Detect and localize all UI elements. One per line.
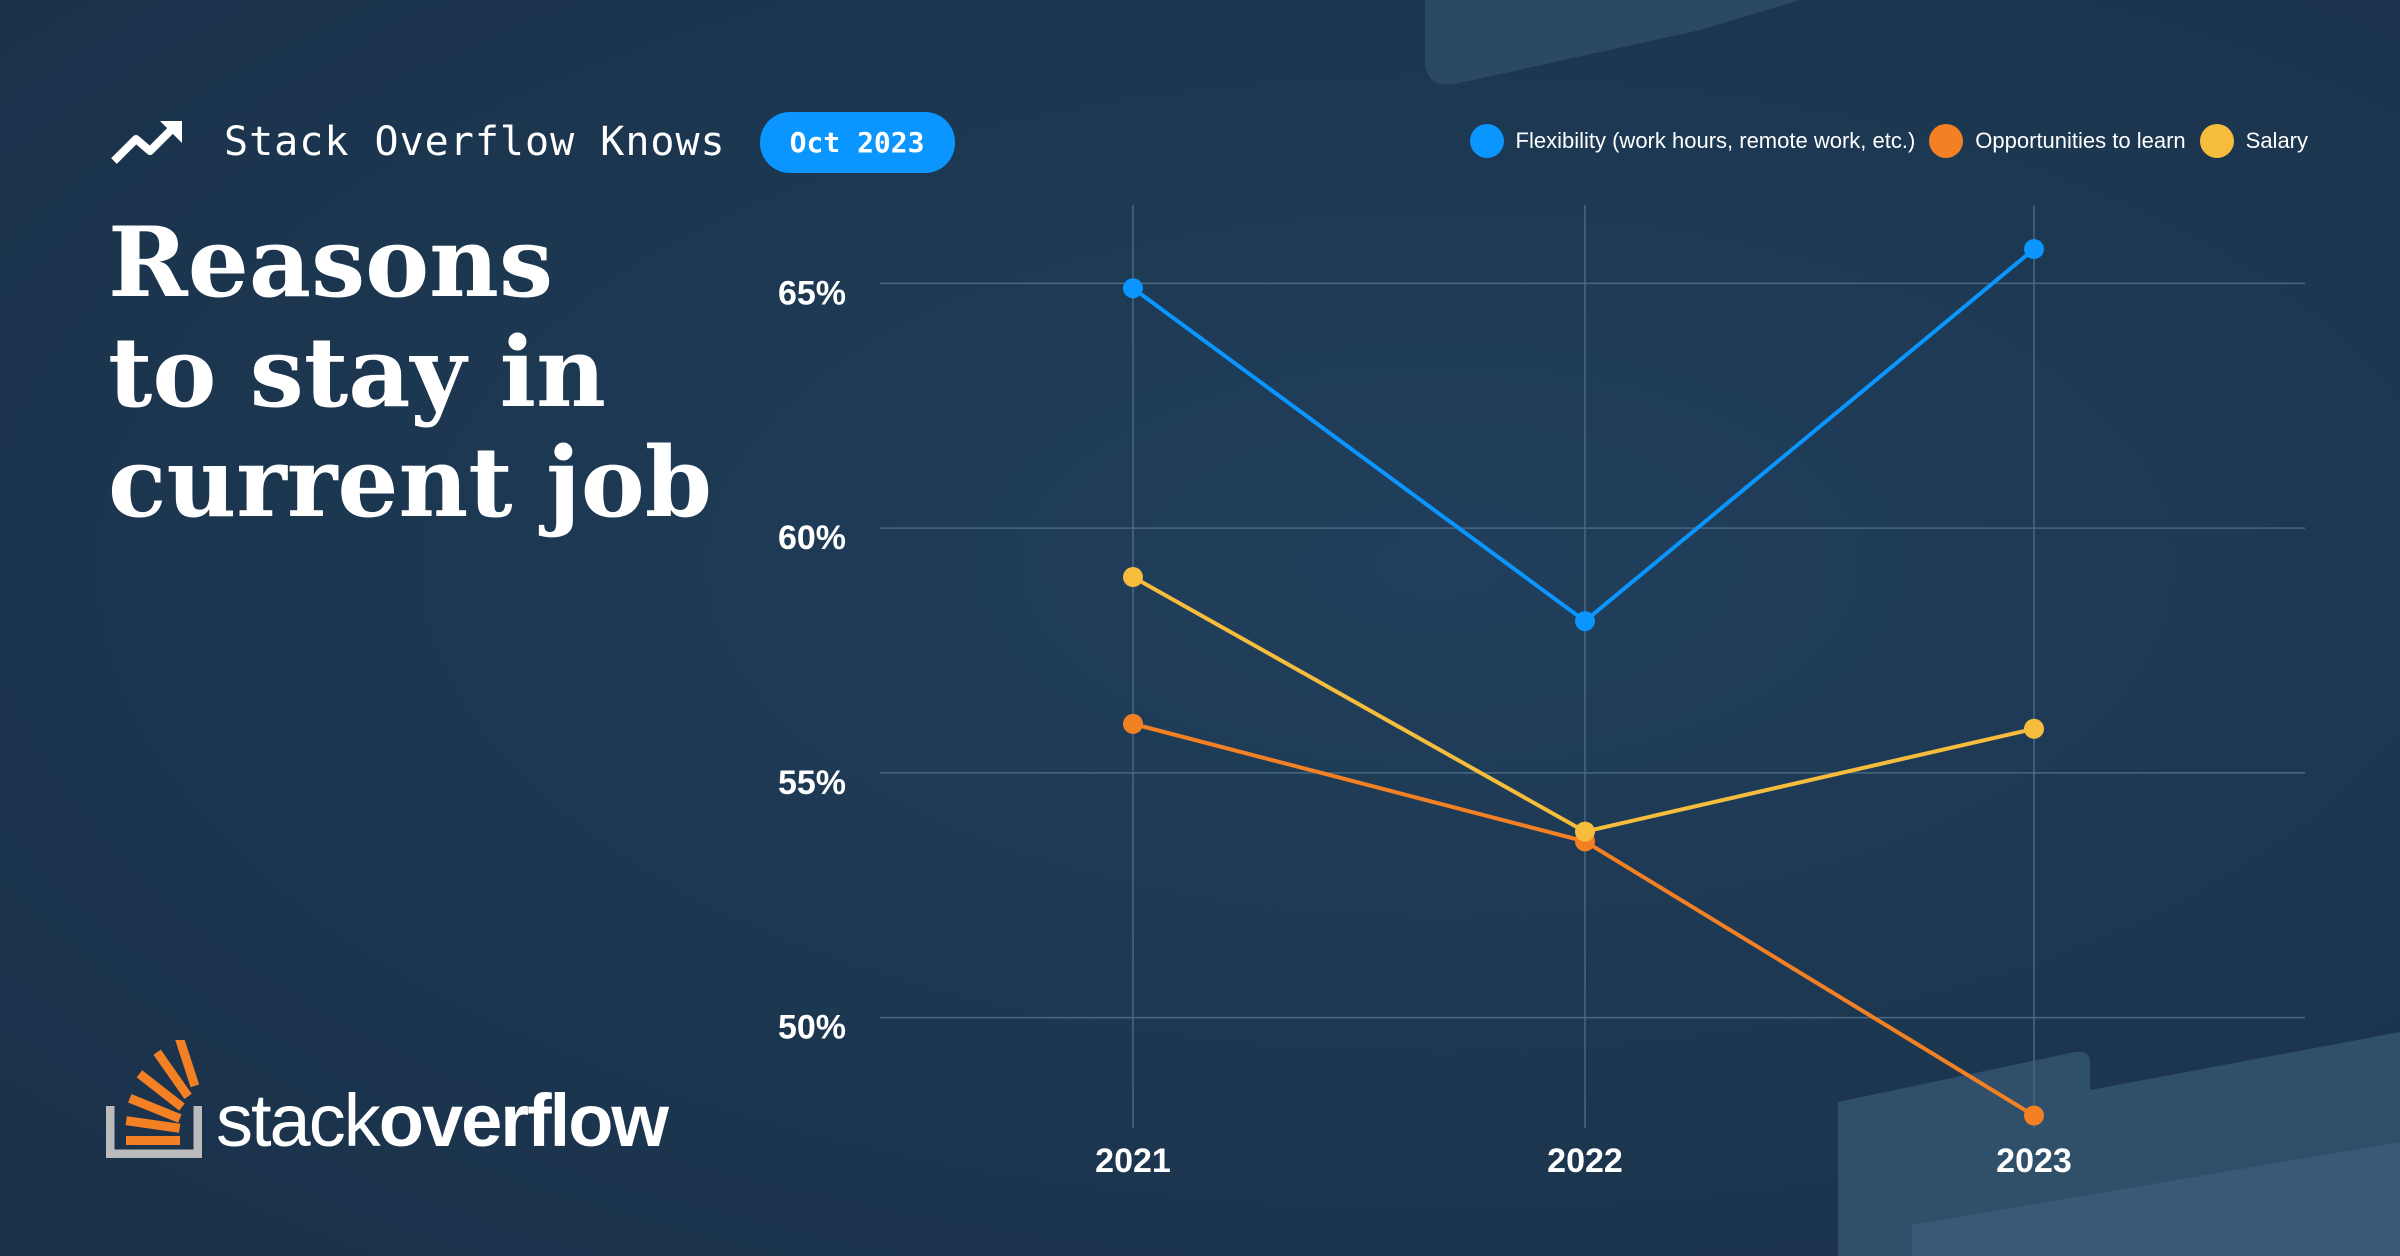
legend-item-salary: Salary <box>2199 124 2308 158</box>
data-point <box>1575 611 1595 632</box>
series-line-0 <box>1131 247 2036 624</box>
y-tick-label: 65% <box>778 274 846 312</box>
data-point <box>1575 821 1595 842</box>
data-point <box>2024 239 2044 260</box>
y-tick-label: 50% <box>778 1009 846 1047</box>
legend-marker-yellow <box>2199 124 2234 158</box>
data-point <box>1123 567 1143 588</box>
legend-label: Opportunities to learn <box>1975 128 2186 153</box>
data-point <box>1123 713 1143 734</box>
logo-word-bold: overflow <box>378 1079 669 1162</box>
x-tick-label: 2021 <box>1095 1142 1171 1180</box>
trending-up-icon <box>111 121 182 164</box>
y-tick-label: 60% <box>778 519 846 557</box>
stack-overflow-logo-icon <box>106 1040 202 1158</box>
logo-word-light: stack <box>216 1079 381 1162</box>
title-line: to stay in <box>108 316 606 429</box>
legend-item-learning: Opportunities to learn <box>1929 124 2186 158</box>
date-badge: Oct 2023 <box>759 111 955 173</box>
legend-label: Salary <box>2245 128 2308 153</box>
chart-legend: Flexibility (work hours, remote work, et… <box>1456 124 2308 158</box>
title-line: Reasons <box>108 206 553 319</box>
legend-marker-blue <box>1469 124 1504 158</box>
header: Stack Overflow Knows Oct 2023 <box>110 110 955 174</box>
data-point <box>2024 1105 2044 1126</box>
page-title: Reasons to stay in current job <box>108 208 728 538</box>
legend-label: Flexibility (work hours, remote work, et… <box>1515 128 1916 153</box>
title-line: current job <box>108 426 712 539</box>
x-tick-label: 2023 <box>1996 1142 2072 1180</box>
series-line-1 <box>1132 721 2036 1118</box>
data-point <box>2024 718 2044 739</box>
brand-label: Stack Overflow Knows <box>224 119 726 165</box>
stack-overflow-logo: stackoverflow <box>106 1040 669 1158</box>
x-tick-label: 2022 <box>1547 1142 1623 1180</box>
y-tick-label: 55% <box>778 764 846 802</box>
legend-item-flexibility: Flexibility (work hours, remote work, et… <box>1469 124 1916 158</box>
legend-marker-orange <box>1929 124 1964 158</box>
data-point <box>1123 278 1143 299</box>
logo-wordmark: stackoverflow <box>216 1084 669 1158</box>
